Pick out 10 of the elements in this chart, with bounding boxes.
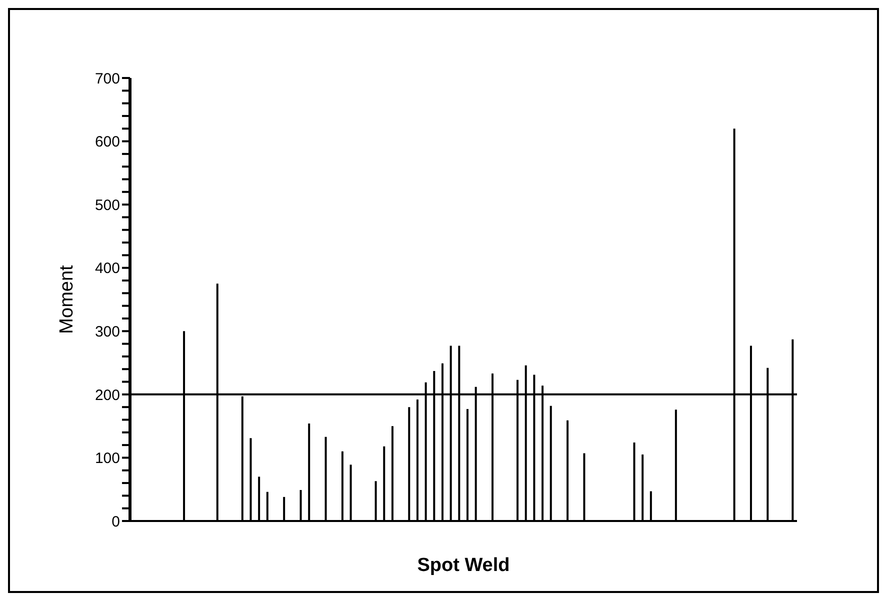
y-tick-label: 100 bbox=[94, 450, 120, 468]
y-tick-label: 200 bbox=[94, 386, 120, 404]
y-tick-label: 400 bbox=[94, 260, 120, 278]
y-tick-label: 0 bbox=[112, 513, 120, 530]
y-tick-label: 700 bbox=[94, 70, 120, 88]
y-tick-label: 500 bbox=[94, 196, 120, 214]
y-tick-label: 300 bbox=[94, 323, 120, 340]
y-axis-title: Moment bbox=[56, 264, 78, 334]
x-axis-title: Spot Weld bbox=[417, 555, 510, 576]
y-tick-label: 600 bbox=[94, 134, 120, 151]
